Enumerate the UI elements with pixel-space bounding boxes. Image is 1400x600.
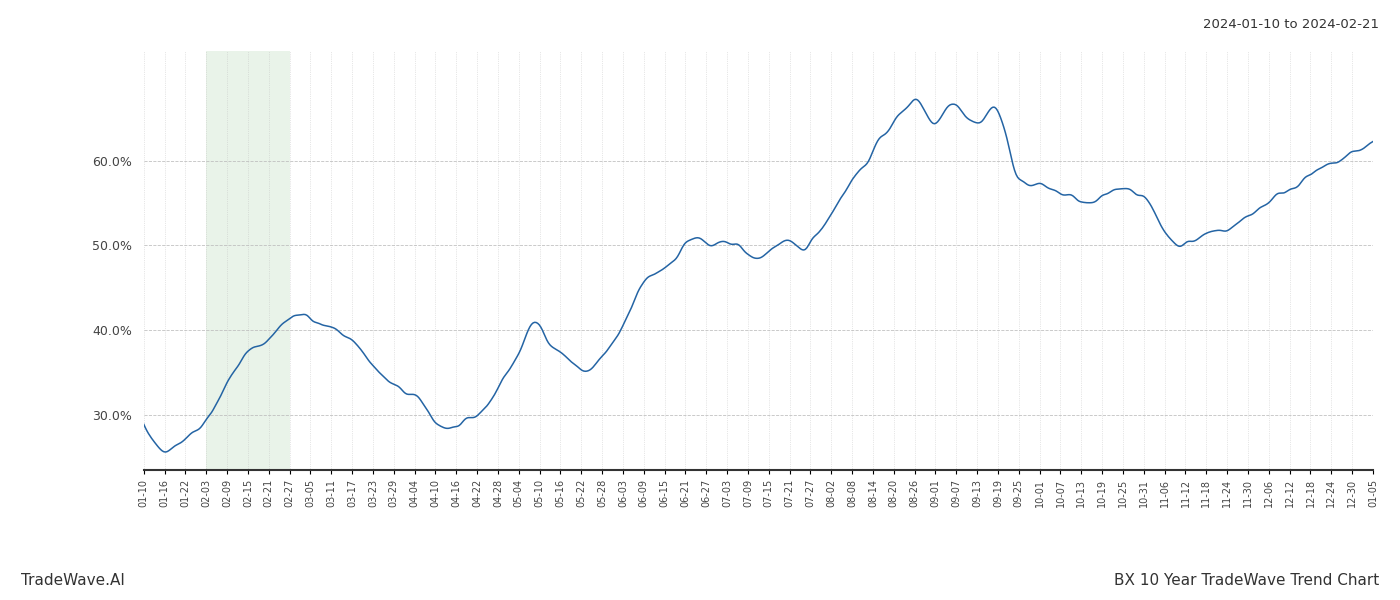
- Text: BX 10 Year TradeWave Trend Chart: BX 10 Year TradeWave Trend Chart: [1114, 573, 1379, 588]
- Text: TradeWave.AI: TradeWave.AI: [21, 573, 125, 588]
- Text: 2024-01-10 to 2024-02-21: 2024-01-10 to 2024-02-21: [1203, 18, 1379, 31]
- Bar: [206, 51, 290, 470]
